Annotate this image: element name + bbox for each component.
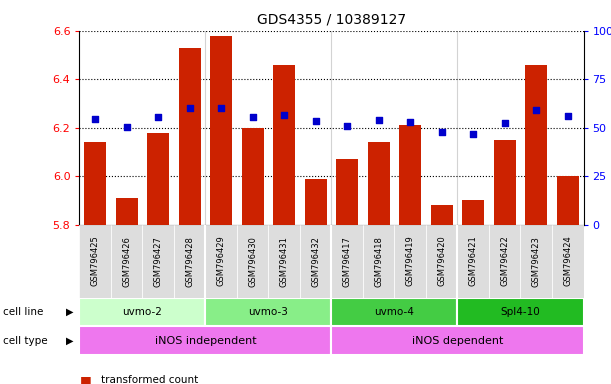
Bar [431,205,453,225]
Bar [242,127,264,225]
Bar [331,298,458,326]
Bar [458,225,489,298]
Text: GSM796417: GSM796417 [343,236,352,286]
Text: GSM796418: GSM796418 [374,236,383,286]
Bar [205,298,332,326]
Bar [79,326,331,355]
Bar [331,225,363,298]
Text: GSM796426: GSM796426 [122,236,131,286]
Bar [458,298,584,326]
Bar [363,225,395,298]
Point [563,113,573,119]
Bar [111,225,142,298]
Point [248,114,258,121]
Text: cell type: cell type [3,336,48,346]
Text: GSM796422: GSM796422 [500,236,509,286]
Text: GSM796427: GSM796427 [154,236,163,286]
Bar [84,142,106,225]
Point [185,105,194,111]
Title: GDS4355 / 10389127: GDS4355 / 10389127 [257,13,406,27]
Bar [336,159,358,225]
Text: GSM796421: GSM796421 [469,236,478,286]
Bar [462,200,485,225]
Bar [205,225,237,298]
Text: GSM796419: GSM796419 [406,236,415,286]
Bar [525,65,547,225]
Bar [147,132,169,225]
Point [469,131,478,137]
Bar [521,225,552,298]
Bar [178,48,201,225]
Text: GSM796424: GSM796424 [563,236,573,286]
Bar [268,225,300,298]
Text: GSM796428: GSM796428 [185,236,194,286]
Text: uvmo-4: uvmo-4 [375,307,414,317]
Bar [115,198,137,225]
Text: iNOS dependent: iNOS dependent [412,336,503,346]
Point [122,124,131,130]
Point [342,122,352,129]
Bar [399,125,421,225]
Bar [305,179,327,225]
Text: GSM796425: GSM796425 [90,236,100,286]
Text: GSM796431: GSM796431 [280,236,289,286]
Bar [395,225,426,298]
Point [405,119,415,125]
Point [500,120,510,126]
Point [279,113,289,119]
Text: cell line: cell line [3,307,43,317]
Text: GSM796420: GSM796420 [437,236,446,286]
Text: Spl4-10: Spl4-10 [500,307,540,317]
Text: ■: ■ [79,374,91,384]
Text: ▶: ▶ [66,336,73,346]
Point [437,129,447,135]
Bar [552,225,584,298]
Bar [79,225,111,298]
Text: GSM796430: GSM796430 [248,236,257,286]
Bar [331,326,584,355]
Bar [300,225,331,298]
Text: GSM796432: GSM796432 [311,236,320,286]
Point [90,116,100,122]
Text: iNOS independent: iNOS independent [155,336,256,346]
Point [311,118,321,124]
Point [153,114,163,120]
Text: GSM796423: GSM796423 [532,236,541,286]
Point [374,117,384,123]
Text: transformed count: transformed count [101,375,198,384]
Bar [237,225,268,298]
Text: ▶: ▶ [66,307,73,317]
Text: uvmo-2: uvmo-2 [122,307,163,317]
Bar [494,140,516,225]
Bar [368,142,390,225]
Bar [142,225,174,298]
Bar [174,225,205,298]
Point [216,105,226,111]
Bar [489,225,521,298]
Point [532,108,541,114]
Bar [79,298,205,326]
Bar [273,65,295,225]
Bar [426,225,458,298]
Text: uvmo-3: uvmo-3 [249,307,288,317]
Text: GSM796429: GSM796429 [217,236,225,286]
Bar [557,176,579,225]
Bar [210,36,232,225]
